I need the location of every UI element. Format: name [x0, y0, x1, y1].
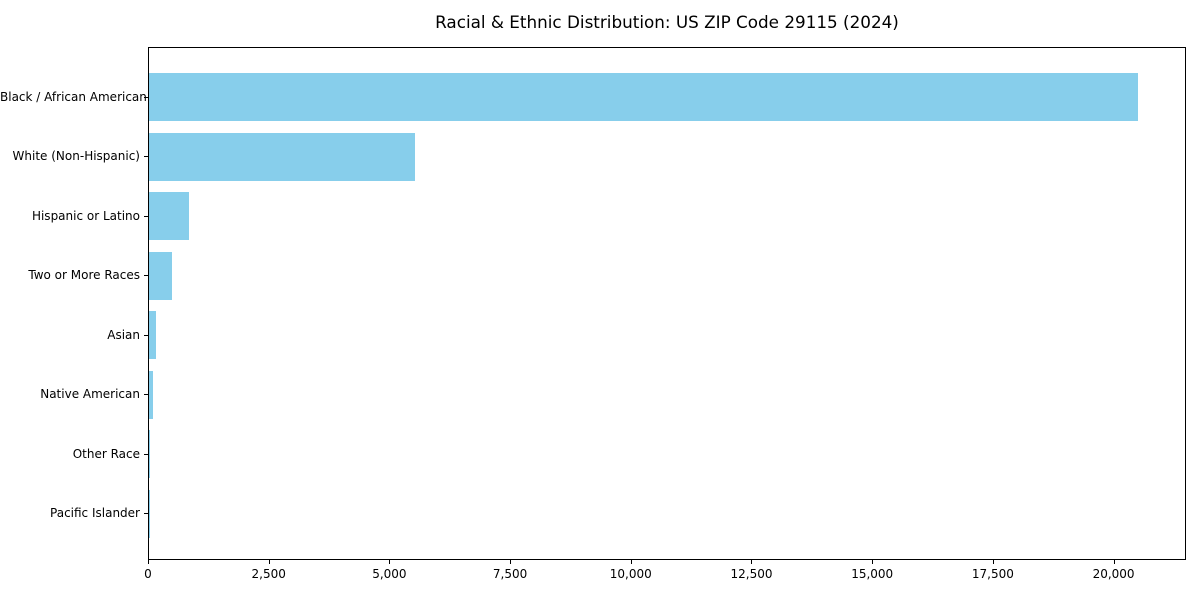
x-tick-label-5000: 5,000 [372, 567, 407, 581]
x-tick-2500 [268, 560, 270, 564]
y-tick-label-white-non-hispanic: White (Non-Hispanic) [12, 149, 140, 164]
x-tick-label-17500: 17,500 [971, 567, 1014, 581]
y-tick-label-pacific-islander: Pacific Islander [50, 506, 140, 521]
y-tick-native-american [144, 394, 148, 396]
x-tick-label-20000: 20,000 [1092, 567, 1135, 581]
x-tick-label-0: 0 [144, 567, 152, 581]
x-tick-label-2500: 2,500 [251, 567, 286, 581]
y-tick-label-other-race: Other Race [72, 446, 140, 461]
y-tick-white-non-hispanic [144, 156, 148, 158]
bar-hispanic-or-latino [149, 192, 189, 241]
x-tick-5000 [389, 560, 391, 564]
y-tick-other-race [144, 453, 148, 455]
y-tick-black-african-american [144, 96, 148, 98]
bar-native-american [149, 370, 153, 419]
bar-white-non-hispanic [149, 132, 416, 181]
y-tick-label-hispanic-or-latino: Hispanic or Latino [31, 208, 140, 223]
y-tick-label-black-african-american: Black / African American [0, 89, 147, 104]
y-tick-pacific-islander [144, 513, 148, 515]
y-tick-two-or-more-races [144, 275, 148, 277]
bar-two-or-more-races [149, 251, 173, 300]
x-tick-label-15000: 15,000 [851, 567, 894, 581]
x-tick-7500 [510, 560, 512, 564]
bar-other-race [149, 430, 150, 479]
x-tick-10000 [630, 560, 632, 564]
y-tick-label-native-american: Native American [40, 387, 140, 402]
x-tick-15000 [872, 560, 874, 564]
x-tick-label-10000: 10,000 [609, 567, 652, 581]
chart-title: Racial & Ethnic Distribution: US ZIP Cod… [435, 12, 899, 32]
x-tick-12500 [751, 560, 753, 564]
plot-area [148, 47, 1186, 560]
y-tick-hispanic-or-latino [144, 215, 148, 217]
x-tick-label-7500: 7,500 [492, 567, 528, 581]
y-tick-label-two-or-more-races: Two or More Races [28, 268, 140, 283]
x-tick-17500 [992, 560, 994, 564]
x-tick-20000 [1113, 560, 1115, 564]
bar-asian [149, 311, 156, 360]
x-tick-label-12500: 12,500 [730, 567, 773, 581]
x-tick-0 [148, 560, 149, 564]
y-tick-label-asian: Asian [107, 327, 140, 342]
bar-black-african-american [149, 73, 1138, 121]
y-tick-asian [144, 334, 148, 336]
